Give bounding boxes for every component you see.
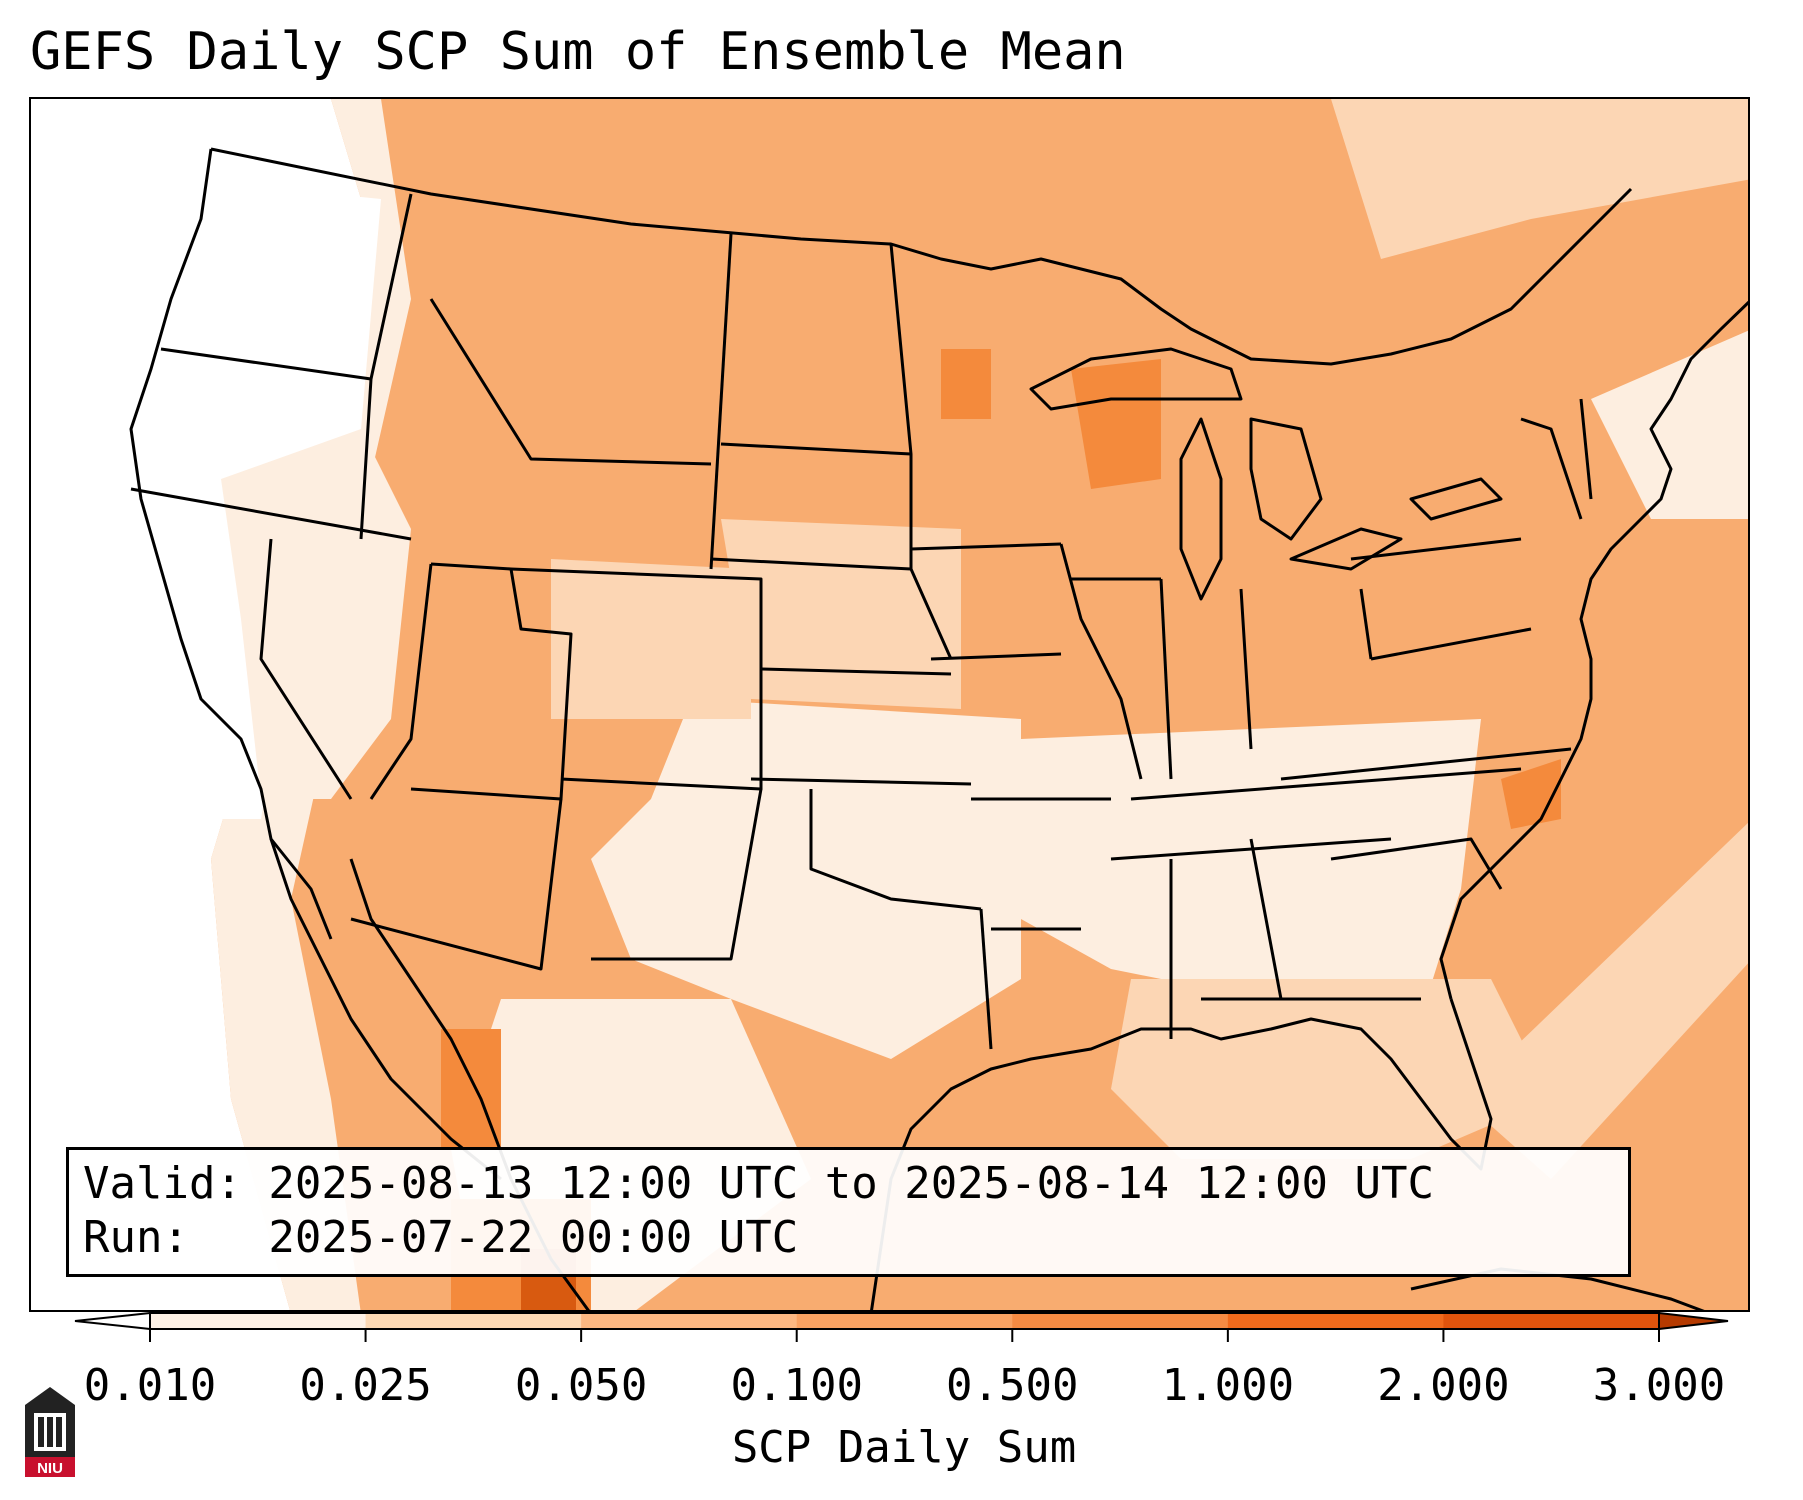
colorbar-segment (796, 1313, 1013, 1329)
az-nm (350, 798, 563, 971)
va-nc (1280, 747, 1572, 781)
dakotas-west (709, 233, 733, 570)
nv-east-border (369, 563, 433, 800)
ia-mo (930, 652, 1062, 661)
tn-south (1110, 837, 1392, 861)
colorbar-segment (581, 1313, 798, 1329)
ks-ok (750, 777, 972, 786)
nd-sd (720, 442, 912, 456)
wa-or-border (160, 347, 372, 381)
scp-field-high-wisconsin (1071, 359, 1161, 489)
pa-south (1370, 627, 1532, 661)
la-tx (979, 908, 993, 1050)
al-ga (1249, 838, 1283, 1000)
colorbar-tick-label: 0.010 (83, 1360, 217, 1411)
colorbar-tick-label: 0.050 (514, 1360, 648, 1411)
pacific-coast (129, 148, 333, 940)
scp-field-high-minnesota (941, 349, 991, 419)
colorbar-tick-label: 0.500 (946, 1360, 1079, 1411)
scp-field (31, 99, 1748, 1310)
atlantic-coast (1439, 300, 1748, 1000)
colorbar-segment (1443, 1313, 1660, 1329)
in-oh (1239, 588, 1253, 750)
colorbar-tick-label: 2.000 (1377, 1360, 1510, 1411)
scp-field-light-southern-plains (591, 699, 1021, 1059)
lake-erie (1289, 527, 1403, 571)
lake-superior (1029, 347, 1243, 411)
ca-nv-border (259, 538, 353, 800)
map-panel (29, 97, 1750, 1312)
scp-field-light-nebraska-kansas (721, 519, 961, 709)
wy-co (510, 567, 763, 791)
scp-field-high-baja (441, 1029, 501, 1149)
il-in (1159, 578, 1173, 780)
run-time-text: Run: 2025-07-22 00:00 UTC (83, 1212, 799, 1263)
mt-south (429, 298, 712, 466)
nc-sc (1330, 837, 1503, 890)
colorbar-tick-label: 0.100 (730, 1360, 863, 1411)
pa-ny (1350, 537, 1522, 561)
colorbar (74, 1311, 1729, 1342)
colorbar-segment (1227, 1313, 1444, 1329)
scp-field-pale-atlantic-east (1591, 330, 1748, 519)
nm-tx (591, 788, 763, 961)
scp-field-pale-north-atlantic (1331, 99, 1748, 259)
ne-ks (760, 667, 952, 676)
colorbar-segment (365, 1313, 582, 1329)
colorbar-outline (149, 1312, 1660, 1330)
ok-tx-red-river (809, 789, 982, 911)
colorbar-label: SCP Daily Sum (731, 1422, 1077, 1473)
vt-nh (1579, 398, 1593, 500)
map-title: GEFS Daily SCP Sum of Ensemble Mean (30, 22, 1126, 82)
ut-borders (410, 562, 573, 801)
new-england (1520, 417, 1583, 520)
colorbar-tick-label: 3.000 (1592, 1360, 1726, 1411)
id-west-border (359, 193, 413, 540)
mo-east (1059, 543, 1143, 780)
oh-pa (1359, 588, 1373, 660)
scp-field-light-colorado (551, 559, 751, 719)
us-canada-border (210, 147, 1633, 366)
colorbar-segment (150, 1313, 367, 1329)
niu-logo-text: NIU (37, 1460, 63, 1477)
scp-map (31, 99, 1748, 1310)
valid-time-text: Valid: 2025-08-13 12:00 UTC to 2025-08-1… (83, 1158, 1435, 1209)
scp-field-light-gulf (1111, 979, 1551, 1159)
sd-ne (710, 557, 912, 571)
scp-field-pale-atlantic-streak (1461, 822, 1748, 1179)
baja-coast (269, 838, 502, 1181)
run-info-box: Valid: 2025-08-13 12:00 UTC to 2025-08-1… (66, 1147, 1631, 1277)
dakotas-east (889, 243, 953, 660)
scp-field-light-southeast (1021, 719, 1481, 1049)
boundaries (129, 147, 1748, 1310)
colorbar-extend-low (74, 1311, 151, 1331)
colorbar-segment (1012, 1313, 1229, 1329)
lake-michigan (1179, 417, 1223, 601)
lake-ontario (1409, 477, 1503, 521)
colorbar-tick-label: 1.000 (1161, 1360, 1295, 1411)
colorbar-extend-high (1658, 1311, 1729, 1331)
mn-ia (910, 542, 1062, 551)
tn-ky (1130, 767, 1522, 801)
or-ca-border (130, 487, 412, 541)
niu-logo-icon: NIU (25, 1387, 75, 1477)
lake-huron (1249, 417, 1323, 541)
colorbar-tick-label: 0.025 (299, 1360, 432, 1411)
